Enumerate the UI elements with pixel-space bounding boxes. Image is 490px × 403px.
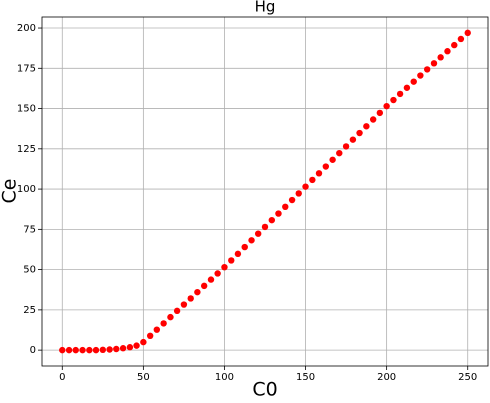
- point: [390, 96, 397, 104]
- x-tick-label: 200: [377, 372, 396, 383]
- point: [383, 102, 390, 110]
- point: [444, 48, 451, 55]
- point: [86, 346, 93, 354]
- point: [99, 346, 107, 354]
- point: [248, 237, 255, 244]
- point: [315, 170, 323, 177]
- point: [146, 332, 154, 340]
- point: [221, 263, 228, 271]
- y-tick-label: 50: [23, 265, 36, 276]
- point: [417, 72, 424, 79]
- y-tick-label: 200: [17, 23, 36, 34]
- plot-frame: [41, 16, 489, 367]
- point: [309, 176, 316, 184]
- point: [140, 338, 147, 346]
- point: [363, 123, 370, 130]
- point: [464, 29, 471, 37]
- point: [457, 35, 465, 43]
- y-axis-label: Ce: [0, 179, 21, 204]
- point: [451, 41, 458, 49]
- point: [241, 243, 248, 251]
- point: [194, 288, 201, 296]
- point: [268, 216, 276, 224]
- x-axis-label: C0: [252, 379, 277, 400]
- y-tick-label: 25: [23, 305, 36, 316]
- point: [396, 90, 404, 98]
- y-tick-label: 175: [17, 63, 36, 74]
- point: [106, 346, 113, 353]
- point: [376, 109, 384, 117]
- point: [119, 345, 127, 352]
- point: [356, 129, 363, 137]
- point: [254, 230, 262, 237]
- y-tick-label: 75: [23, 224, 36, 235]
- x-tick-label: 150: [296, 372, 315, 383]
- point: [173, 307, 181, 315]
- x-tick-label: 0: [59, 372, 65, 383]
- point: [207, 276, 215, 283]
- point: [59, 346, 66, 354]
- point: [261, 223, 269, 231]
- point: [65, 346, 73, 354]
- point: [437, 54, 444, 61]
- point: [423, 66, 431, 73]
- point: [113, 345, 120, 353]
- point: [160, 320, 167, 327]
- point: [275, 210, 282, 217]
- point: [403, 84, 411, 91]
- point: [295, 190, 302, 197]
- point: [228, 257, 235, 264]
- point: [302, 183, 309, 190]
- point: [322, 163, 330, 170]
- point: [180, 301, 188, 308]
- point: [72, 346, 79, 354]
- point: [410, 78, 417, 85]
- point: [369, 116, 377, 123]
- point: [187, 295, 194, 302]
- y-tick-label: 0: [30, 345, 36, 356]
- point: [234, 250, 242, 258]
- point: [342, 143, 350, 150]
- y-tick-label: 125: [17, 144, 36, 155]
- chart-title: Hg: [255, 0, 276, 16]
- x-tick-label: 50: [137, 372, 150, 383]
- x-tick-label: 100: [215, 372, 234, 383]
- point: [349, 136, 357, 143]
- point: [288, 196, 296, 204]
- point: [153, 326, 161, 333]
- point: [430, 60, 438, 67]
- y-tick-label: 100: [17, 184, 36, 195]
- point: [336, 149, 343, 157]
- point: [126, 344, 134, 351]
- x-tick-label: 250: [458, 372, 477, 383]
- point: [79, 346, 86, 354]
- point: [167, 313, 174, 321]
- point: [214, 270, 221, 277]
- point: [282, 203, 289, 210]
- y-tick-label: 150: [17, 104, 36, 115]
- point: [200, 282, 208, 290]
- point: [92, 346, 100, 354]
- point: [329, 156, 336, 163]
- point: [133, 342, 140, 349]
